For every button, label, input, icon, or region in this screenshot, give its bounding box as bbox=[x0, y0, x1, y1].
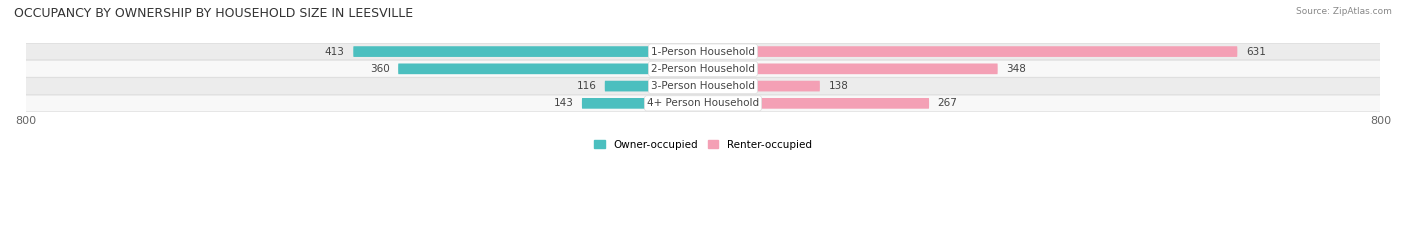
FancyBboxPatch shape bbox=[25, 78, 1381, 94]
Text: 4+ Person Household: 4+ Person Household bbox=[647, 98, 759, 108]
Text: 413: 413 bbox=[325, 47, 344, 57]
Text: 143: 143 bbox=[554, 98, 574, 108]
FancyBboxPatch shape bbox=[582, 98, 703, 109]
FancyBboxPatch shape bbox=[703, 63, 998, 74]
FancyBboxPatch shape bbox=[605, 81, 703, 91]
Text: OCCUPANCY BY OWNERSHIP BY HOUSEHOLD SIZE IN LEESVILLE: OCCUPANCY BY OWNERSHIP BY HOUSEHOLD SIZE… bbox=[14, 7, 413, 20]
Legend: Owner-occupied, Renter-occupied: Owner-occupied, Renter-occupied bbox=[595, 140, 811, 150]
FancyBboxPatch shape bbox=[25, 61, 1381, 77]
Text: Source: ZipAtlas.com: Source: ZipAtlas.com bbox=[1296, 7, 1392, 16]
Text: 631: 631 bbox=[1246, 47, 1265, 57]
Text: 267: 267 bbox=[938, 98, 957, 108]
FancyBboxPatch shape bbox=[398, 63, 703, 74]
Text: 2-Person Household: 2-Person Household bbox=[651, 64, 755, 74]
Text: 116: 116 bbox=[576, 81, 596, 91]
FancyBboxPatch shape bbox=[25, 95, 1381, 112]
FancyBboxPatch shape bbox=[703, 98, 929, 109]
Text: 3-Person Household: 3-Person Household bbox=[651, 81, 755, 91]
Text: 360: 360 bbox=[370, 64, 389, 74]
Text: 138: 138 bbox=[828, 81, 848, 91]
FancyBboxPatch shape bbox=[25, 43, 1381, 60]
FancyBboxPatch shape bbox=[353, 46, 703, 57]
Text: 1-Person Household: 1-Person Household bbox=[651, 47, 755, 57]
FancyBboxPatch shape bbox=[703, 81, 820, 91]
Text: 348: 348 bbox=[1007, 64, 1026, 74]
FancyBboxPatch shape bbox=[703, 46, 1237, 57]
